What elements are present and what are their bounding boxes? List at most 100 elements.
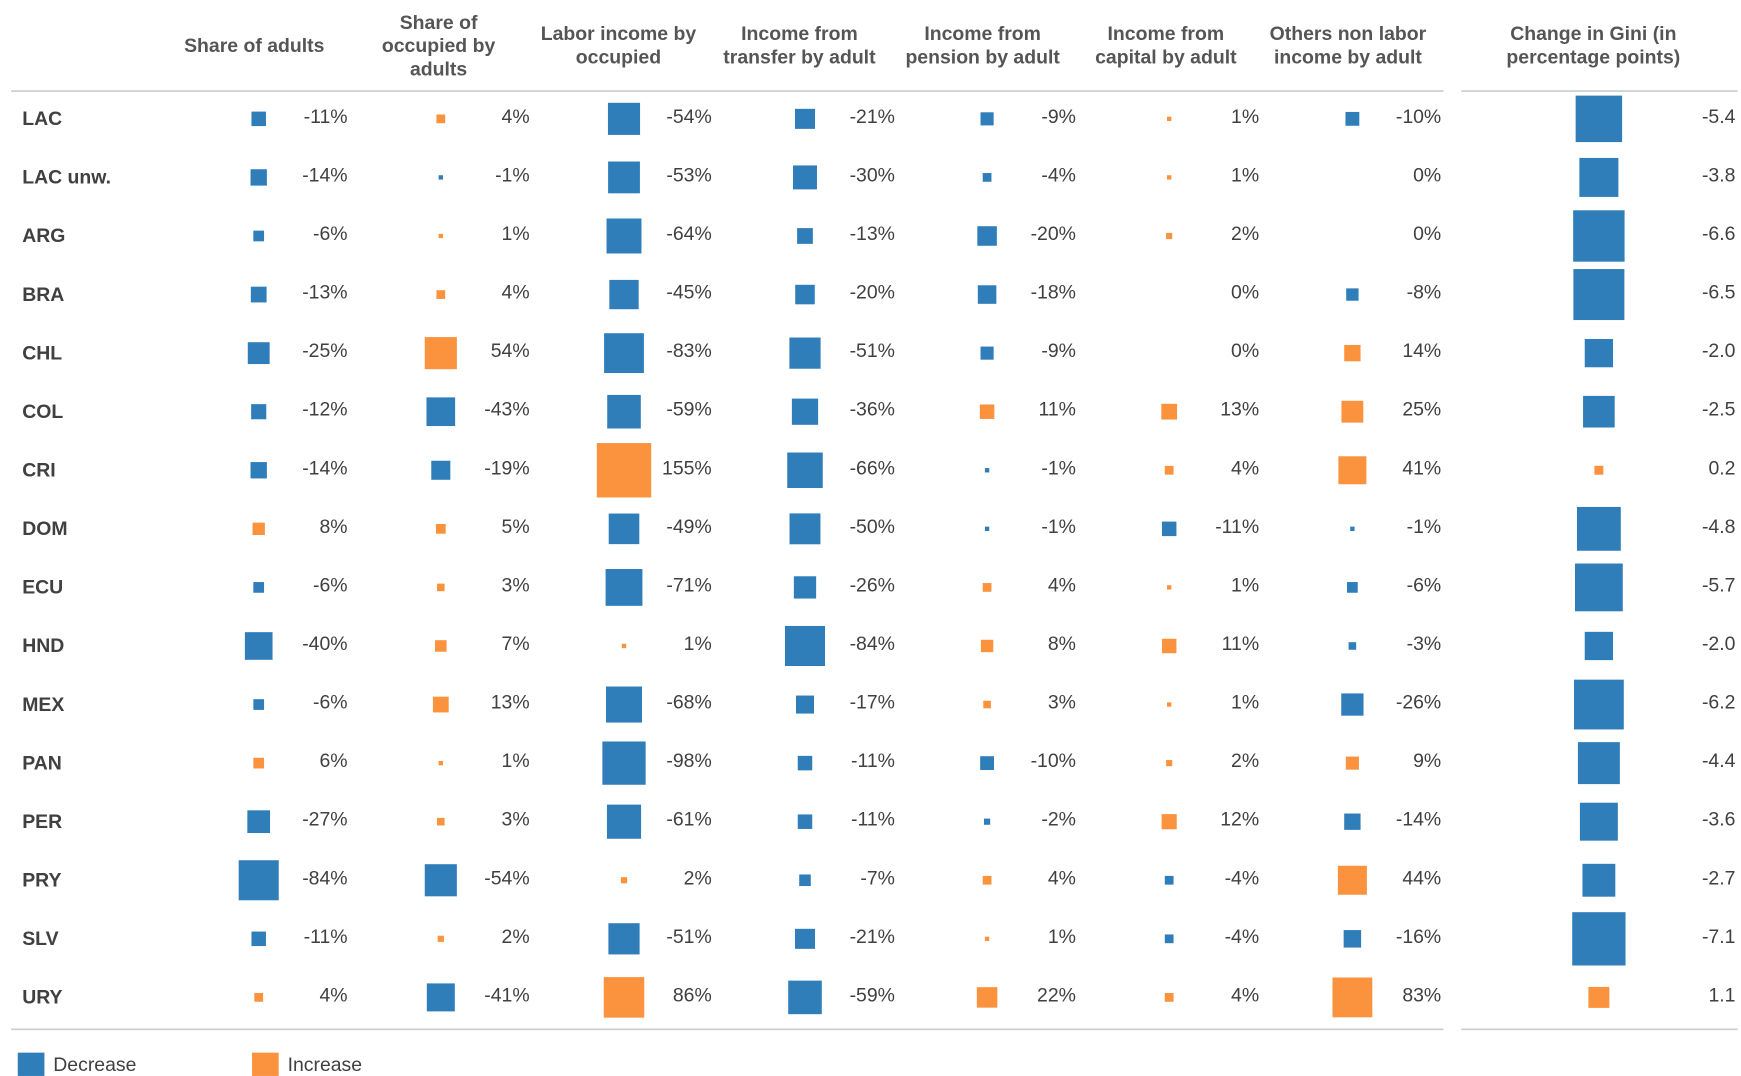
value-label: -51% xyxy=(666,926,711,948)
column-header: Income from capital by adult xyxy=(1095,22,1237,68)
column-header: Labor income by occupied xyxy=(540,22,697,68)
value-label: -12% xyxy=(302,399,347,421)
value-label: -2.7 xyxy=(1702,867,1735,889)
value-label: -7% xyxy=(860,867,895,889)
value-label: 13% xyxy=(491,692,530,714)
value-label: 3% xyxy=(502,574,530,596)
value-square xyxy=(604,333,644,374)
value-square xyxy=(250,286,267,303)
value-square xyxy=(1346,288,1359,301)
value-label: -50% xyxy=(850,516,895,538)
value-label: -2.0 xyxy=(1702,633,1736,655)
value-label: -2% xyxy=(1041,809,1076,831)
value-label: 8% xyxy=(1048,633,1076,655)
value-label: -13% xyxy=(302,282,347,304)
value-square xyxy=(426,983,455,1012)
row-label: MEX xyxy=(22,694,64,716)
value-label: -83% xyxy=(666,340,711,362)
value-square xyxy=(1577,742,1620,785)
value-square xyxy=(1583,395,1615,428)
row-label: COL xyxy=(22,401,63,423)
value-square xyxy=(797,755,813,771)
value-label: -6% xyxy=(313,223,348,245)
value-label: 11% xyxy=(1222,633,1259,655)
value-square xyxy=(980,639,994,653)
value-square xyxy=(787,452,823,489)
value-label: -14% xyxy=(302,457,347,479)
row-label: PAN xyxy=(22,752,62,774)
value-square xyxy=(1344,813,1361,830)
value-square xyxy=(436,290,446,299)
value-label: -84% xyxy=(302,867,347,889)
value-label: -68% xyxy=(666,692,711,714)
value-square xyxy=(432,696,449,713)
value-label: -17% xyxy=(850,692,895,714)
column-header: Income from pension by adult xyxy=(905,22,1060,68)
value-label: 0% xyxy=(1231,282,1259,304)
row-label: CRI xyxy=(22,460,55,482)
column-header: Share of occupied by adults xyxy=(381,10,496,80)
column-header: Change in Gini (in percentage points) xyxy=(1506,22,1681,68)
value-square xyxy=(797,228,813,244)
row-label: CHL xyxy=(22,342,62,364)
value-square xyxy=(1161,403,1178,420)
value-square xyxy=(437,817,445,826)
value-label: 0.2 xyxy=(1708,457,1735,479)
row-label: DOM xyxy=(22,518,67,540)
value-label: -11% xyxy=(304,106,348,128)
value-label: 7% xyxy=(502,633,530,655)
value-label: 1% xyxy=(684,633,712,655)
value-label: 1% xyxy=(1048,926,1076,948)
value-label: -26% xyxy=(1396,692,1441,714)
value-label: -14% xyxy=(302,164,347,186)
value-square xyxy=(608,161,640,194)
legend-label: Increase xyxy=(288,1054,363,1076)
value-label: -19% xyxy=(484,457,529,479)
value-label: -1% xyxy=(1041,457,1076,479)
value-square xyxy=(980,756,994,771)
value-label: -2.0 xyxy=(1702,340,1736,362)
row-label: BRA xyxy=(22,284,64,306)
value-square xyxy=(426,397,456,427)
value-label: -71% xyxy=(666,574,711,596)
value-label: 83% xyxy=(1402,984,1441,1006)
value-square xyxy=(596,443,652,498)
row-label: PRY xyxy=(22,869,61,891)
value-square xyxy=(793,165,817,190)
value-square xyxy=(977,226,997,246)
value-label: 4% xyxy=(319,984,347,1006)
value-square xyxy=(983,700,991,709)
value-label: -20% xyxy=(1031,223,1076,245)
value-square xyxy=(1343,930,1362,948)
value-square xyxy=(605,568,643,606)
value-square xyxy=(982,173,992,182)
value-label: 13% xyxy=(1220,399,1259,421)
value-label: -4% xyxy=(1041,164,1076,186)
value-square xyxy=(253,699,265,710)
row-label: LAC unw. xyxy=(22,167,111,189)
value-label: 4% xyxy=(1231,984,1259,1006)
column-header-box: Labor income by occupied xyxy=(540,22,697,68)
value-square xyxy=(1166,702,1172,707)
value-square xyxy=(794,108,816,129)
value-label: -59% xyxy=(850,984,895,1006)
value-square xyxy=(253,582,265,593)
value-square xyxy=(1594,465,1604,475)
value-square xyxy=(1575,563,1623,612)
value-square xyxy=(250,169,267,186)
value-label: -4% xyxy=(1225,926,1260,948)
value-square xyxy=(1345,111,1360,126)
value-square xyxy=(438,175,443,180)
value-label: 3% xyxy=(1048,692,1076,714)
value-label: 1% xyxy=(1231,692,1259,714)
value-label: -66% xyxy=(850,457,895,479)
value-label: -30% xyxy=(850,164,895,186)
value-label: -6.6 xyxy=(1702,223,1735,245)
value-label: 1% xyxy=(1231,164,1259,186)
value-label: 41% xyxy=(1402,457,1441,479)
value-square xyxy=(1584,631,1614,661)
value-square xyxy=(1350,526,1355,532)
value-square xyxy=(238,860,279,901)
